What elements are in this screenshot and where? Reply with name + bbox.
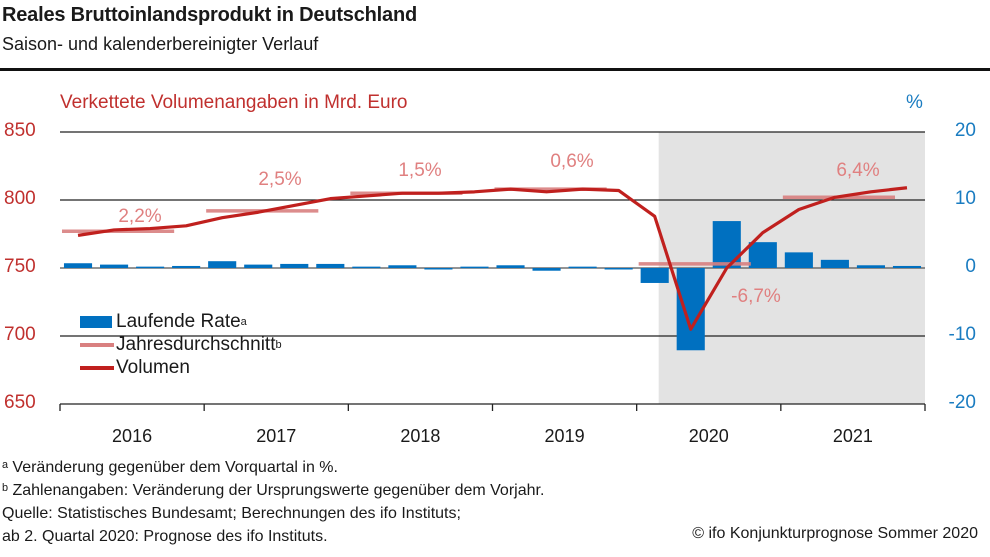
legend-item-avg: Jahresdurchschnitt b — [80, 333, 282, 356]
bar-laufende-rate — [856, 265, 885, 268]
x-axis-year-label: 2018 — [400, 426, 441, 446]
x-axis-year-label: 2020 — [688, 426, 729, 446]
right-axis-tick-label: -10 — [948, 324, 976, 345]
bar-laufende-rate — [532, 268, 561, 271]
left-axis-tick-label: 750 — [4, 256, 36, 277]
bar-laufende-rate — [352, 266, 381, 269]
right-axis-tick-label: 10 — [954, 188, 976, 209]
annual-change-label: -6,7% — [731, 286, 781, 307]
left-axis-tick-label: 700 — [4, 324, 36, 345]
legend-swatch-volume — [80, 365, 114, 370]
left-axis-caption: Verkettete Volumenangaben in Mrd. Euro — [60, 92, 408, 113]
right-axis-tick-label: 20 — [954, 120, 976, 141]
x-axis-year-label: 2021 — [832, 426, 873, 446]
bar-laufende-rate — [676, 268, 705, 351]
right-axis-tick-label: 0 — [965, 256, 976, 277]
bar-laufende-rate — [63, 263, 93, 268]
chart-title: Reales Bruttoinlandsprodukt in Deutschla… — [2, 4, 417, 26]
bar-laufende-rate — [604, 268, 633, 270]
left-axis-tick-label: 650 — [4, 392, 36, 413]
annual-change-label: 6,4% — [836, 160, 879, 181]
bar-laufende-rate — [136, 266, 165, 269]
x-axis-year-label: 2017 — [256, 426, 297, 446]
bar-laufende-rate — [460, 266, 489, 269]
legend-label-avg: Jahresdurchschnitt — [116, 333, 276, 355]
legend-item-volume: Volumen — [80, 356, 282, 379]
right-axis-tick-label: -20 — [948, 392, 976, 413]
annual-change-label: 0,6% — [550, 151, 593, 172]
forecast-note: ab 2. Quartal 2020: Prognose des ifo Ins… — [2, 528, 328, 545]
annual-change-label: 2,5% — [258, 169, 301, 190]
bar-laufende-rate — [568, 266, 597, 269]
legend-label-volume: Volumen — [116, 356, 190, 378]
bar-laufende-rate — [388, 265, 417, 268]
copyright: © ifo Konjunkturprognose Sommer 2020 — [692, 525, 978, 542]
bar-laufende-rate — [100, 264, 129, 268]
annual-change-label: 2,2% — [118, 206, 161, 227]
annual-change-label: 1,5% — [398, 160, 441, 181]
bar-laufende-rate — [496, 265, 525, 268]
source-note: Quelle: Statistisches Bundesamt; Berechn… — [2, 505, 461, 522]
legend-item-bars: Laufende Rate a — [80, 310, 282, 333]
left-axis-tick-label: 800 — [4, 188, 36, 209]
legend-swatch-avg — [80, 342, 114, 347]
bar-laufende-rate — [712, 221, 741, 268]
bar-laufende-rate — [640, 268, 669, 283]
legend-label-bars: Laufende Rate — [116, 310, 241, 332]
bar-laufende-rate — [208, 261, 237, 268]
bar-laufende-rate — [820, 259, 849, 268]
bar-laufende-rate — [316, 263, 345, 268]
header-rule — [0, 68, 990, 71]
legend: Laufende Rate a Jahresdurchschnitt b Volum… — [80, 310, 282, 379]
legend-swatch-bars — [80, 315, 112, 328]
x-axis-year-label: 2019 — [544, 426, 585, 446]
x-axis-year-label: 2016 — [112, 426, 153, 446]
legend-sup-a: a — [240, 315, 247, 328]
bar-laufende-rate — [172, 265, 201, 268]
bar-laufende-rate — [892, 265, 922, 268]
bar-laufende-rate — [784, 252, 813, 268]
chart-subtitle: Saison- und kalenderbereinigter Verlauf — [2, 34, 319, 54]
footnote-a: ᵃ Veränderung gegenüber dem Vorquartal i… — [2, 459, 338, 476]
footnotes: ᵃ Veränderung gegenüber dem Vorquartal i… — [2, 456, 544, 548]
volume-line — [77, 186, 908, 331]
legend-sup-b: b — [275, 338, 282, 351]
bar-laufende-rate — [748, 242, 777, 268]
left-axis-tick-label: 850 — [4, 120, 36, 141]
right-axis-caption: % — [906, 92, 923, 113]
footnote-b: ᵇ Zahlenangaben: Veränderung der Ursprun… — [2, 482, 545, 499]
bar-laufende-rate — [244, 264, 273, 268]
bar-laufende-rate — [424, 268, 453, 270]
bar-laufende-rate — [280, 263, 309, 268]
